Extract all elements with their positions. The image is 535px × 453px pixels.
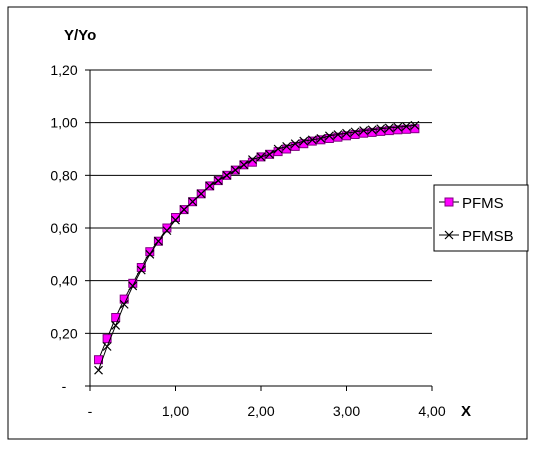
y-tick-label: 0,20 xyxy=(50,325,77,341)
data-point-pfmsb xyxy=(179,205,189,214)
legend-marker-pfmsb xyxy=(444,230,454,240)
data-point-pfmsb xyxy=(239,160,249,170)
x-tick-label: 4,00 xyxy=(418,403,445,419)
x-axis-title: X xyxy=(461,403,471,420)
data-point-pfmsb xyxy=(393,122,403,132)
data-point-pfmsb xyxy=(324,131,334,141)
data-point-pfmsb xyxy=(111,321,121,330)
legend-box xyxy=(433,184,529,252)
data-point-pfmsb xyxy=(401,121,411,131)
data-point-pfmsb xyxy=(205,181,215,191)
data-point-pfms xyxy=(128,278,138,288)
data-point-pfms xyxy=(136,263,146,272)
grid-lines xyxy=(90,69,432,334)
data-point-pfms xyxy=(102,334,112,344)
data-point-pfms xyxy=(171,213,180,222)
data-point-pfmsb xyxy=(213,176,223,186)
data-point-pfmsb xyxy=(265,149,274,159)
data-point-pfms xyxy=(367,127,377,137)
data-point-pfmsb xyxy=(384,123,394,133)
data-point-pfmsb xyxy=(342,128,351,138)
data-point-pfmsb xyxy=(299,136,309,146)
data-point-pfmsb xyxy=(128,281,138,291)
legend-marker-pfms xyxy=(444,197,454,207)
y-axis-title: Y/Yo xyxy=(64,27,96,44)
data-point-pfmsb xyxy=(376,124,386,134)
data-point-pfmsb xyxy=(153,236,163,246)
data-point-pfmsb xyxy=(230,165,240,175)
y-tick-label: - xyxy=(62,378,67,394)
data-point-pfmsb xyxy=(222,170,232,180)
legend-label-pfmsb: PFMSB xyxy=(462,228,514,245)
legend-label-pfms: PFMS xyxy=(462,195,504,212)
data-point-pfmsb xyxy=(367,125,377,135)
data-point-pfmsb xyxy=(171,215,180,225)
data-point-pfms xyxy=(111,313,121,322)
series-layer xyxy=(94,120,420,375)
y-tick-label: 0,60 xyxy=(50,220,77,236)
x-tick-label: - xyxy=(88,403,93,419)
data-point-pfms xyxy=(393,125,403,135)
x-tick-label: 1,00 xyxy=(162,403,189,419)
data-point-pfmsb xyxy=(119,299,129,309)
data-point-pfmsb xyxy=(282,141,292,151)
data-point-pfmsb xyxy=(145,249,155,259)
y-tick-label: 1,20 xyxy=(50,62,77,78)
data-point-pfms xyxy=(162,223,172,233)
data-point-pfms xyxy=(307,136,317,146)
data-point-pfmsb xyxy=(136,265,146,275)
legend: PFMS PFMSB xyxy=(433,184,529,252)
data-point-pfmsb xyxy=(333,130,343,139)
data-point-pfmsb xyxy=(256,152,266,162)
data-point-pfmsb xyxy=(273,144,283,154)
data-point-pfmsb xyxy=(350,127,360,137)
y-tick-label: 0,40 xyxy=(50,273,77,289)
data-point-pfmsb xyxy=(102,342,112,351)
data-point-pfmsb xyxy=(196,189,206,199)
data-point-pfms xyxy=(333,132,343,142)
data-point-pfmsb xyxy=(94,365,103,375)
data-point-pfmsb xyxy=(410,120,420,130)
data-point-pfms xyxy=(119,294,129,304)
y-tick-label: 1,00 xyxy=(50,115,77,131)
data-point-pfms xyxy=(316,135,326,145)
x-tick-label: 3,00 xyxy=(333,403,360,419)
data-point-pfmsb xyxy=(162,226,172,236)
data-point-pfms xyxy=(145,247,155,257)
data-point-pfmsb xyxy=(290,139,300,149)
data-point-pfmsb xyxy=(359,126,369,135)
data-point-pfmsb xyxy=(307,135,317,145)
x-tick-label: 2,00 xyxy=(247,403,274,419)
data-point-pfmsb xyxy=(188,197,198,207)
data-point-pfms xyxy=(376,126,386,136)
data-point-pfms xyxy=(282,144,292,154)
data-point-pfms xyxy=(290,141,300,151)
axis-ticks: - 0,20 0,40 0,60 0,80 1,00 1,20 - 1,00 2,00 3,00 4,… xyxy=(50,62,445,419)
data-point-pfmsb xyxy=(248,155,257,164)
y-tick-label: 0,80 xyxy=(50,167,77,183)
data-point-pfms xyxy=(342,131,351,141)
data-point-pfmsb xyxy=(316,134,326,143)
